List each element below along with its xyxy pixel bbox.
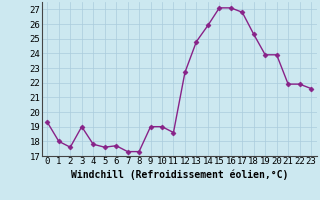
X-axis label: Windchill (Refroidissement éolien,°C): Windchill (Refroidissement éolien,°C)	[70, 169, 288, 180]
